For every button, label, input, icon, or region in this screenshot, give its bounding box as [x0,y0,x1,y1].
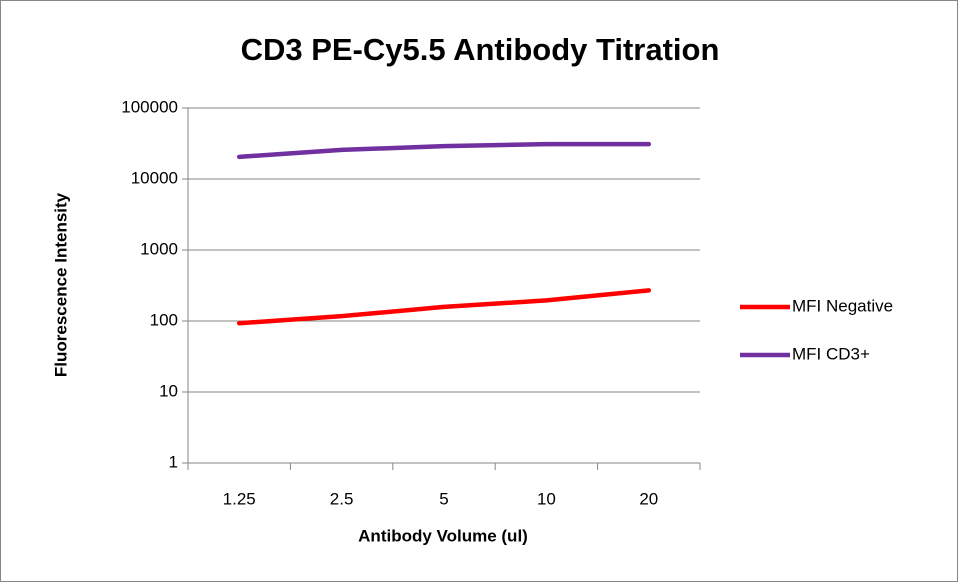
y-tick-label: 1000 [140,239,178,258]
line-series [236,141,652,160]
x-tick-label: 1.25 [223,489,256,508]
y-axis-title: Fluorescence Intensity [51,192,70,377]
legend-label: MFI CD3+ [792,344,870,363]
x-tick-label: 10 [537,489,556,508]
chart-title: CD3 PE-Cy5.5 Antibody Titration [241,32,720,67]
y-tick-label: 100000 [121,97,178,116]
y-tick-label: 100 [150,310,178,329]
y-tick-label: 10000 [131,168,178,187]
line-series [236,288,652,326]
y-tick-label: 1 [169,452,178,471]
y-tick-label: 10 [159,381,178,400]
x-tick-label: 20 [639,489,658,508]
x-tick-label: 2.5 [330,489,354,508]
x-axis-title: Antibody Volume (ul) [358,526,528,545]
legend-label: MFI Negative [792,296,893,315]
x-tick-label: 5 [439,489,448,508]
